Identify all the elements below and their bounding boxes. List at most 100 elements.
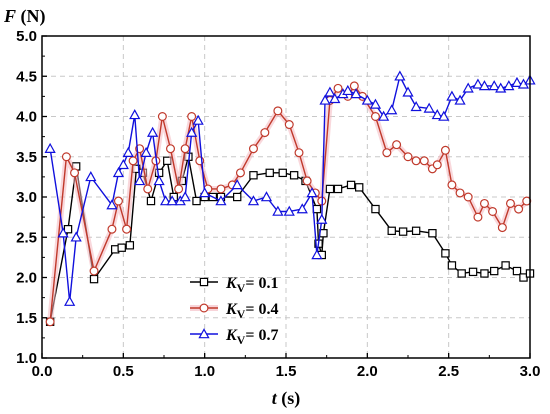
data-point [143, 184, 153, 194]
series-lines [44, 70, 536, 327]
x-tick-label: 0.5 [113, 363, 134, 380]
data-point [216, 184, 226, 194]
data-point [112, 167, 125, 178]
data-point [392, 140, 402, 150]
y-tick-label: 4.5 [16, 68, 37, 85]
data-point [260, 191, 273, 202]
data-point [480, 269, 489, 278]
data-point [370, 111, 380, 121]
data-point [63, 225, 73, 234]
y-tick-label: 1.5 [16, 310, 37, 327]
y-axis-variable: F [3, 6, 16, 26]
legend-label-var: K [225, 327, 238, 344]
legend-label-sub: V [237, 307, 246, 321]
data-point [355, 183, 364, 192]
data-point [403, 152, 413, 162]
data-point [454, 94, 466, 105]
data-point [333, 83, 343, 93]
data-point [462, 82, 474, 93]
data-point [186, 126, 198, 137]
data-point [302, 176, 312, 186]
data-point [248, 144, 258, 154]
data-point [199, 187, 211, 198]
data-point [329, 92, 341, 104]
legend-item-3: KV= 0.7 [190, 327, 278, 347]
data-point [247, 195, 260, 206]
data-point [133, 175, 146, 186]
series-1 [45, 152, 535, 326]
data-point [45, 317, 55, 327]
data-point [106, 199, 118, 210]
data-point [122, 224, 132, 234]
legend-label: KV= 0.1 [225, 275, 278, 295]
data-point [505, 198, 515, 208]
data-point [411, 156, 421, 166]
legend-label-var: K [225, 275, 238, 292]
data-point [140, 146, 152, 158]
data-point [284, 120, 294, 130]
data-point [174, 184, 184, 194]
data-point [180, 144, 190, 154]
legend-marker [198, 328, 210, 339]
data-point [394, 70, 406, 81]
data-point [44, 142, 56, 153]
data-point [129, 109, 141, 120]
legend-label-sub: V [237, 333, 246, 347]
x-tick-label: 3.0 [520, 363, 541, 380]
data-point [70, 168, 80, 178]
data-point [428, 229, 437, 238]
data-point [166, 144, 176, 154]
data-point [249, 171, 258, 180]
y-axis-unit: (N) [16, 6, 46, 27]
legend-label-value: = 0.7 [245, 327, 278, 344]
y-tick-label: 3.5 [16, 149, 37, 166]
legend-label-value: = 0.4 [245, 301, 278, 318]
y-tick-label: 1.0 [16, 350, 37, 367]
data-point [342, 84, 354, 96]
x-tick-label: 1.5 [276, 363, 297, 380]
data-point [377, 110, 390, 121]
data-point [432, 160, 442, 170]
data-point [306, 187, 318, 198]
data-point [371, 204, 380, 214]
x-tick-label: 0.0 [32, 363, 53, 380]
data-point [272, 205, 284, 216]
y-tick-label: 2.0 [16, 270, 37, 287]
data-point [438, 110, 450, 121]
data-point [85, 171, 97, 182]
data-point [117, 158, 129, 170]
legend-label-value: = 0.1 [245, 275, 278, 292]
legend-marker [199, 303, 209, 313]
data-point [512, 266, 522, 276]
data-point [215, 195, 227, 206]
data-point [447, 261, 457, 270]
data-point [514, 204, 524, 214]
data-point [441, 249, 450, 258]
data-point [319, 94, 331, 105]
legend-item-1: KV= 0.1 [190, 275, 278, 295]
data-point [283, 205, 295, 216]
data-point [387, 226, 396, 236]
data-point [488, 206, 498, 216]
data-point [235, 168, 245, 178]
data-point [419, 156, 429, 166]
data-point [333, 184, 343, 194]
data-point [479, 198, 489, 208]
legend-item-2: KV= 0.4 [190, 301, 278, 321]
data-point [446, 90, 458, 101]
legend-label: KV= 0.7 [225, 327, 278, 347]
y-tick-label: 4.0 [16, 109, 37, 126]
data-point [455, 188, 465, 198]
data-point [324, 86, 336, 97]
data-point [296, 203, 308, 214]
x-tick-label: 2.0 [357, 363, 378, 380]
grid-lines [42, 36, 530, 358]
data-point [61, 152, 71, 162]
data-point [192, 114, 204, 125]
data-point [495, 82, 507, 93]
series-line [49, 156, 531, 322]
x-axis-title: t (s) [272, 388, 301, 409]
data-point [411, 226, 421, 236]
data-point [472, 78, 484, 89]
x-tick-label: 2.5 [438, 363, 459, 380]
